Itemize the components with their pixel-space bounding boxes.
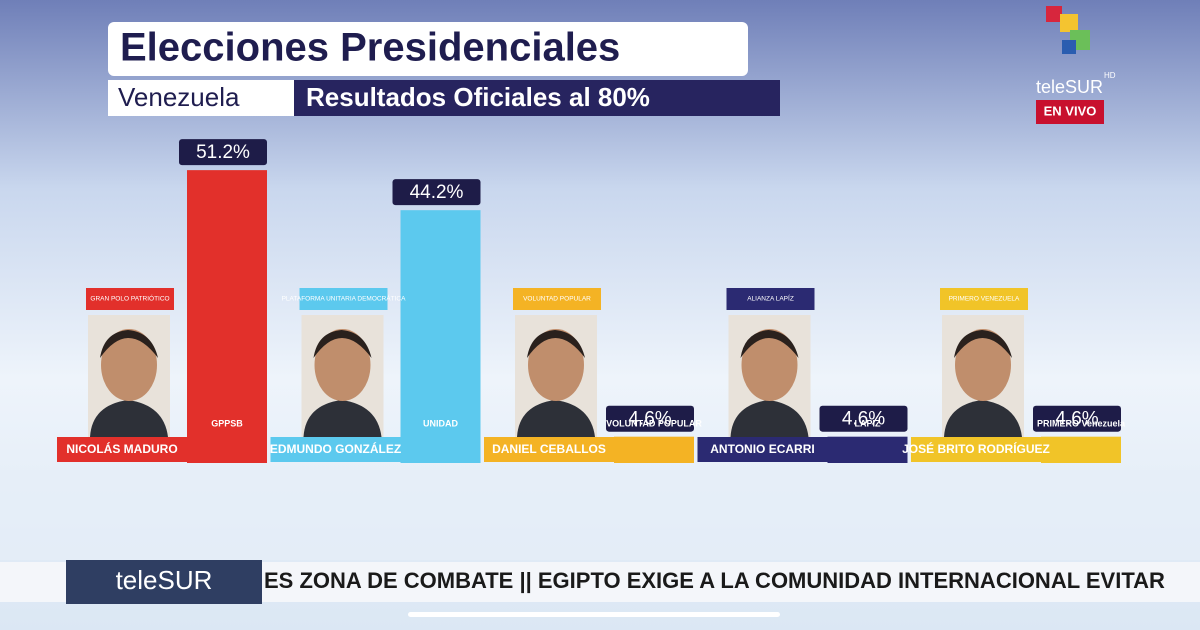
title-box	[108, 22, 748, 76]
party-logo: PRIMERO Venezuela	[1037, 418, 1126, 428]
name-box	[697, 437, 828, 462]
title: Elecciones Presidenciales	[120, 26, 620, 70]
candidate-name: EDMUNDO GONZÁLEZ	[270, 441, 401, 456]
candidate-name: DANIEL CEBALLOS	[492, 442, 606, 456]
photo-hair	[527, 330, 585, 358]
candidate-name: NICOLÁS MADURO	[66, 441, 177, 456]
logo-square	[1062, 40, 1076, 54]
photo-body	[303, 400, 382, 437]
party-tag: ALIANZA LAPÍZ	[747, 294, 794, 303]
value-label: 4.6%	[842, 409, 885, 430]
party-logo: LAPIZ	[855, 418, 882, 428]
party-tag-box	[940, 288, 1028, 310]
live-box	[1036, 100, 1104, 124]
candidate-name: JOSÉ BRITO RODRÍGUEZ	[902, 441, 1050, 456]
photo-hair	[100, 330, 158, 358]
subtitle-right-box	[294, 80, 780, 116]
subtitle-right: Resultados Oficiales al 80%	[306, 82, 650, 112]
party-tag-box	[513, 288, 601, 310]
subtitle-left-box	[108, 80, 296, 116]
ticker-brand-box	[66, 560, 262, 604]
ticker-text: ES ZONA DE COMBATE || EGIPTO EXIGE A LA …	[264, 568, 1165, 593]
bar	[187, 170, 267, 464]
name-box	[911, 437, 1041, 462]
bar	[614, 436, 694, 463]
candidate-name: ANTONIO ECARRI	[710, 442, 814, 456]
live-label: EN VIVO	[1044, 103, 1097, 118]
party-tag: PRIMERO VENEZUELA	[949, 296, 1020, 303]
ticker-brand: teleSUR	[116, 565, 213, 595]
party-logo: VOLUNTAD POPULAR	[606, 418, 702, 428]
party-tag: PLATAFORMA UNITARIA DEMOCRÁTICA	[282, 294, 407, 303]
value-label: 4.6%	[628, 409, 671, 430]
floor	[0, 470, 1200, 560]
candidates: 51.2% GPPSB GRAN POLO PATRIÓTICO NICOLÁS MA…	[57, 139, 1126, 464]
bar	[1041, 436, 1121, 463]
party-tag-box	[726, 288, 815, 310]
channel-logo: teleSUR	[1036, 77, 1103, 97]
value-label-box	[606, 405, 694, 432]
party-tag-box	[299, 288, 388, 310]
photo-body	[517, 400, 595, 437]
home-indicator	[408, 612, 780, 617]
party-tag-box	[86, 288, 174, 310]
photo-body	[90, 400, 168, 437]
photo-head	[741, 329, 798, 401]
photo-hair	[954, 330, 1012, 358]
value-label-box	[179, 139, 267, 166]
photo-body	[944, 400, 1022, 437]
photo-body	[730, 400, 809, 437]
channel-hd: HD	[1104, 71, 1116, 80]
party-tag: GRAN POLO PATRIÓTICO	[90, 294, 169, 303]
name-box	[57, 437, 187, 462]
bar	[827, 436, 908, 463]
photo-head	[528, 329, 584, 401]
photo-hair	[740, 330, 799, 358]
name-box	[484, 437, 614, 462]
photo-head	[314, 329, 371, 401]
value-label-box	[392, 179, 481, 206]
subtitle-left: Venezuela	[118, 82, 240, 112]
logo-square	[1046, 6, 1062, 22]
photo-head	[955, 329, 1011, 401]
value-label: 51.2%	[196, 142, 250, 163]
bar	[400, 210, 481, 463]
party-logo: UNIDAD	[423, 418, 458, 428]
value-label: 44.2%	[410, 182, 464, 203]
party-tag: VOLUNTAD POPULAR	[523, 296, 591, 303]
photo-head	[101, 329, 157, 401]
logo-square	[1060, 14, 1078, 32]
value-label: 4.6%	[1055, 409, 1098, 430]
value-label-box	[1033, 405, 1121, 432]
value-label-box	[819, 405, 908, 432]
photo-hair	[313, 330, 372, 358]
party-logo: GPPSB	[211, 418, 243, 428]
name-box	[270, 437, 401, 462]
